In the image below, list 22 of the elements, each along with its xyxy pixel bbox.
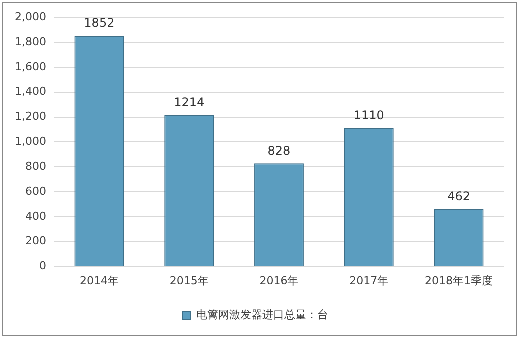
y-tick-label: 400 <box>25 210 46 223</box>
y-tick-label: 800 <box>25 160 46 173</box>
y-tick-label: 200 <box>25 234 46 248</box>
x-tick-label: 2018年1季度 <box>425 274 494 288</box>
x-tick-label: 2016年 <box>260 274 299 288</box>
legend-label: 电篱网激发器进口总量：台 <box>196 308 328 322</box>
x-tick-label: 2015年 <box>170 274 209 288</box>
y-tick-label: 1,400 <box>14 85 46 98</box>
y-tick-label: 1,000 <box>14 135 46 148</box>
data-label: 1110 <box>354 108 384 123</box>
y-tick-label: 2,000 <box>14 10 46 24</box>
y-tick-label: 1,200 <box>14 110 46 124</box>
data-label: 1214 <box>174 96 205 110</box>
y-tick-label: 1,600 <box>14 60 46 74</box>
data-label: 828 <box>268 144 291 158</box>
data-label: 1852 <box>84 16 115 30</box>
data-label: 462 <box>448 189 470 204</box>
y-tick-label: 600 <box>25 184 46 198</box>
x-tick-label: 2017年 <box>350 274 389 288</box>
y-tick-label: 0 <box>39 260 46 273</box>
x-tick-label: 2014年 <box>80 274 119 288</box>
y-tick-label: 1,800 <box>14 35 46 48</box>
